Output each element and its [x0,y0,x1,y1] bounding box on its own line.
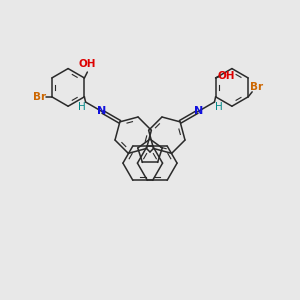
Text: H: H [214,102,222,112]
Text: Br: Br [250,82,263,92]
Text: OH: OH [218,71,235,81]
Text: H: H [78,102,86,112]
Text: N: N [97,106,106,116]
Text: N: N [194,106,203,116]
Text: Br: Br [33,92,46,102]
Text: OH: OH [79,59,96,69]
